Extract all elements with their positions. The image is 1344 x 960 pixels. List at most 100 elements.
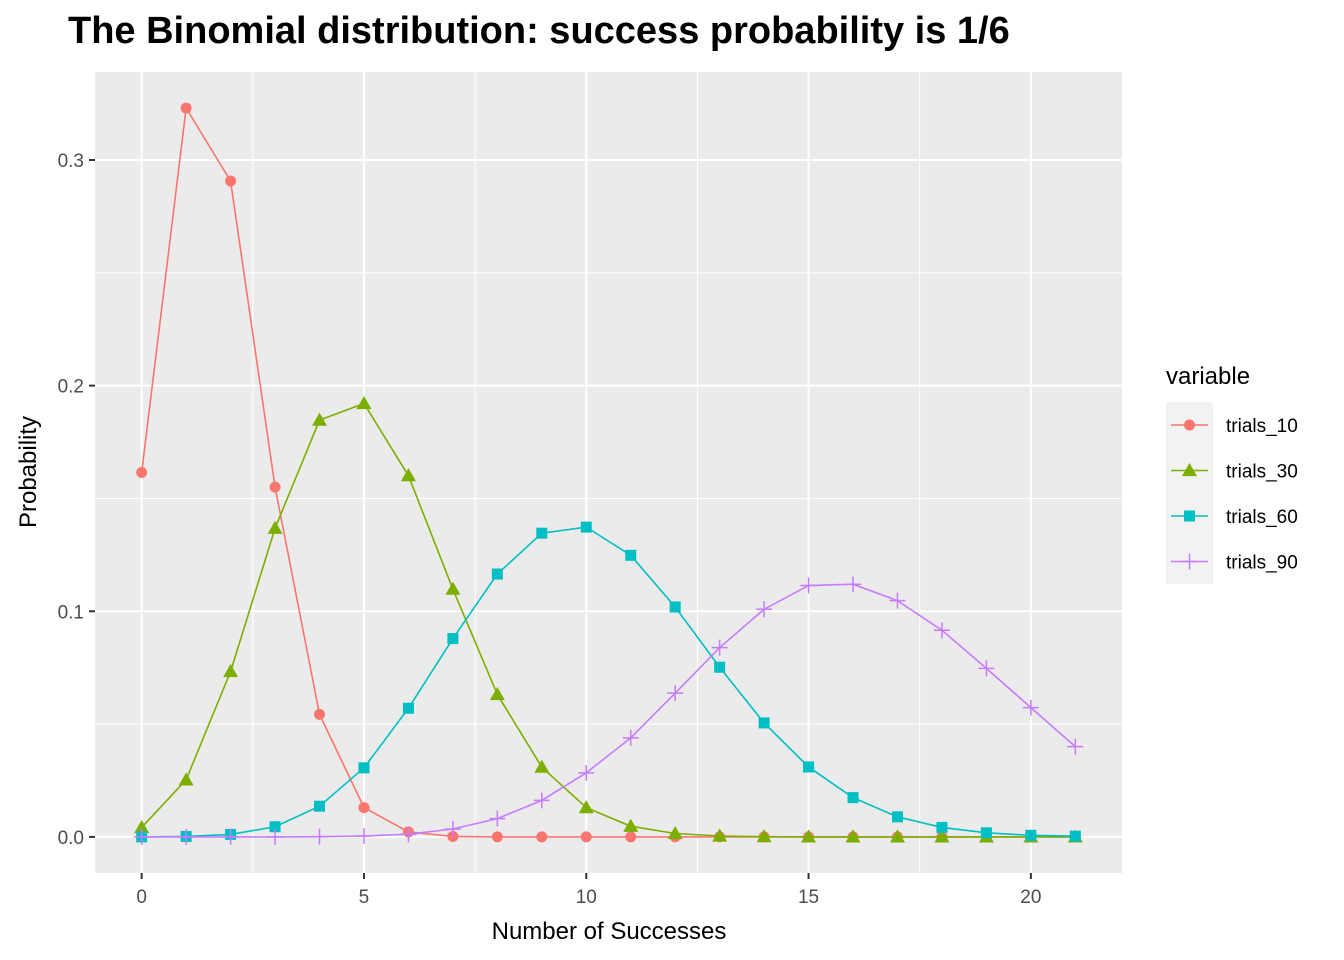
data-point (134, 819, 150, 834)
data-point (1022, 699, 1039, 716)
data-point (489, 810, 506, 827)
data-point (623, 818, 639, 832)
legend-key-marker (1184, 419, 1195, 431)
data-point (491, 568, 503, 580)
data-point (314, 800, 326, 812)
y-tick-label: 0.1 (58, 602, 84, 623)
data-point (667, 685, 684, 702)
data-point (758, 717, 770, 729)
data-point (845, 829, 861, 843)
data-point (267, 828, 284, 845)
data-point (801, 829, 817, 843)
y-axis-title: Probability (15, 416, 42, 528)
data-point (756, 829, 772, 843)
data-point (447, 633, 459, 645)
y-axis-ticks: 0.0 0.1 0.2 0.3 (58, 151, 95, 849)
y-tick-label: 0.3 (58, 151, 84, 172)
minor-gridlines (95, 72, 1122, 873)
data-point (267, 520, 283, 534)
data-point (269, 821, 281, 833)
data-point (136, 467, 148, 478)
data-point (580, 831, 592, 843)
data-point (400, 826, 417, 843)
data-point (358, 762, 370, 774)
data-point (580, 521, 592, 533)
data-point (355, 827, 372, 844)
data-point (625, 831, 637, 843)
x-tick-label: 10 (576, 887, 597, 908)
x-axis-title: Number of Successes (492, 918, 727, 945)
data-point (312, 412, 328, 426)
data-point (1025, 829, 1037, 841)
data-point (980, 827, 992, 839)
data-point (311, 828, 328, 845)
x-tick-label: 5 (359, 887, 370, 908)
x-tick-label: 20 (1020, 887, 1041, 908)
series-trials-60 (136, 521, 1081, 843)
data-point (622, 729, 639, 746)
data-point (714, 661, 726, 673)
data-point (800, 577, 817, 594)
chart-title: The Binomial distribution: success proba… (68, 10, 1010, 52)
data-point (756, 601, 773, 618)
data-point (269, 481, 281, 493)
legend-label: trials_30 (1226, 462, 1298, 483)
data-point (847, 792, 859, 804)
data-point (578, 800, 594, 814)
series-trials-90 (133, 576, 1084, 845)
legend-item-trials-90: trials_90 (1171, 553, 1298, 574)
x-axis-ticks: 0 5 10 15 20 (136, 873, 1041, 908)
data-point (178, 828, 195, 845)
legend-key-marker (1184, 510, 1195, 522)
series-layer (133, 102, 1084, 845)
data-point (180, 102, 192, 114)
series-line (141, 526, 1076, 838)
legend-label: trials_90 (1226, 553, 1298, 574)
data-point (803, 761, 815, 773)
legend-label: trials_60 (1226, 507, 1298, 528)
data-point (669, 601, 681, 613)
legend-key-marker (1181, 553, 1198, 570)
data-point (933, 622, 950, 639)
plot-panel (95, 72, 1122, 873)
legend-title: variable (1166, 363, 1250, 390)
data-point (889, 829, 905, 843)
data-point (711, 639, 728, 656)
data-point (223, 664, 239, 678)
legend-item-trials-30: trials_30 (1171, 462, 1298, 483)
legend-item-trials-10: trials_10 (1171, 416, 1298, 437)
legend-item-trials-60: trials_60 (1171, 507, 1298, 528)
data-point (445, 581, 461, 595)
data-point (489, 687, 505, 701)
data-point (934, 829, 950, 843)
data-point (1067, 738, 1084, 755)
series-line (141, 402, 1076, 838)
data-point (491, 831, 503, 843)
data-point (402, 702, 414, 714)
data-point (534, 759, 550, 773)
data-point (936, 821, 948, 833)
data-point (400, 468, 416, 482)
data-point (533, 792, 550, 809)
y-tick-label: 0.0 (58, 828, 84, 849)
data-point (356, 395, 372, 410)
legend-key-marker (1182, 463, 1197, 477)
data-point (444, 821, 461, 838)
data-point (314, 708, 326, 720)
x-tick-label: 15 (798, 887, 819, 908)
data-point (133, 828, 150, 845)
series-line (141, 583, 1076, 838)
data-point (889, 592, 906, 609)
data-point (358, 802, 370, 814)
data-point (712, 828, 728, 842)
x-tick-label: 0 (136, 887, 147, 908)
data-point (225, 175, 237, 187)
data-point (178, 772, 194, 786)
legend: variable trials_10 trials_30 trials_60tria… (1166, 363, 1298, 584)
data-point (891, 811, 903, 823)
data-point (667, 826, 683, 840)
data-point (536, 527, 548, 539)
data-point (1069, 830, 1081, 842)
y-tick-label: 0.2 (58, 377, 84, 398)
